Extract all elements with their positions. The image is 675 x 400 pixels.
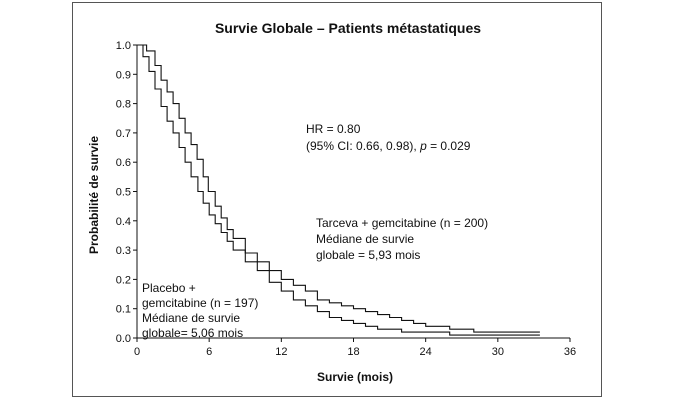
tarceva-label: Tarceva + gemcitabine (n = 200) bbox=[316, 216, 488, 230]
series-lines bbox=[137, 44, 540, 336]
hr-ci-prefix: (95% CI: 0.66, 0.98), bbox=[306, 139, 420, 153]
x-tick-label: 30 bbox=[492, 346, 504, 358]
y-tick-label: 0.5 bbox=[116, 187, 131, 199]
hr-p-value: = 0.029 bbox=[427, 139, 471, 153]
y-tick-label: 0.3 bbox=[116, 245, 131, 257]
y-tick-label: 0.8 bbox=[116, 99, 131, 111]
tarceva-survival-line bbox=[137, 44, 540, 333]
placebo-median-value: globale= 5,06 mois bbox=[142, 326, 243, 340]
hr-annotation: HR = 0.80 (95% CI: 0.66, 0.98), p = 0.02… bbox=[306, 122, 471, 153]
tarceva-median-value: globale = 5,93 mois bbox=[316, 248, 420, 262]
x-tick-label: 12 bbox=[275, 346, 287, 358]
placebo-label-1: Placebo + bbox=[142, 281, 196, 295]
x-axis-title: Survie (mois) bbox=[317, 370, 393, 384]
placebo-survival-line bbox=[137, 44, 540, 336]
y-ticks: 0.0 0.1 0.2 0.3 0.4 0.5 0.6 0.7 0.8 0.9 1.0 bbox=[116, 40, 137, 345]
y-tick-label: 0.1 bbox=[116, 304, 131, 316]
y-tick-label: 0.7 bbox=[116, 128, 131, 140]
chart-frame bbox=[72, 2, 602, 397]
hr-ci: (95% CI: 0.66, 0.98), p = 0.029 bbox=[306, 139, 471, 153]
x-tick-label: 6 bbox=[206, 346, 212, 358]
placebo-annotation: Placebo + gemcitabine (n = 197) Médiane … bbox=[142, 281, 258, 340]
tarceva-median-label: Médiane de survie bbox=[316, 232, 414, 246]
x-tick-label: 0 bbox=[134, 346, 140, 358]
y-tick-label: 0.2 bbox=[116, 274, 131, 286]
tarceva-annotation: Tarceva + gemcitabine (n = 200) Médiane … bbox=[316, 216, 488, 262]
hr-value: HR = 0.80 bbox=[306, 122, 361, 136]
placebo-label-2: gemcitabine (n = 197) bbox=[142, 296, 258, 310]
chart-title: Survie Globale – Patients métastatiques bbox=[215, 20, 481, 36]
y-tick-label: 0.4 bbox=[116, 216, 131, 228]
x-tick-label: 36 bbox=[564, 346, 576, 358]
hr-p-symbol: p bbox=[419, 139, 427, 153]
y-tick-label: 0.0 bbox=[116, 333, 131, 345]
y-tick-label: 1.0 bbox=[116, 40, 131, 52]
x-ticks: 0 6 12 18 24 30 36 bbox=[134, 338, 576, 358]
y-axis-title: Probabilité de survie bbox=[87, 136, 101, 254]
placebo-median-label: Médiane de survie bbox=[142, 311, 240, 325]
y-tick-label: 0.6 bbox=[116, 157, 131, 169]
y-tick-label: 0.9 bbox=[116, 69, 131, 81]
x-tick-label: 18 bbox=[347, 346, 359, 358]
x-tick-label: 24 bbox=[420, 346, 432, 358]
